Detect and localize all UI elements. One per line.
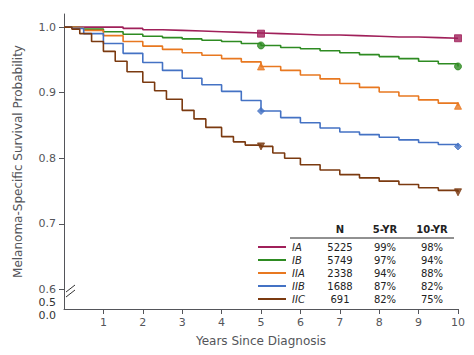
svg-text:0.9: 0.9 (39, 86, 57, 99)
svg-text:IIA: IIA (292, 268, 305, 279)
svg-text:0.7: 0.7 (39, 217, 57, 230)
svg-text:Years Since Diagnosis: Years Since Diagnosis (195, 334, 326, 348)
svg-text:0.5: 0.5 (39, 296, 57, 309)
svg-text:6: 6 (297, 316, 304, 329)
svg-text:8: 8 (376, 316, 383, 329)
svg-text:9: 9 (415, 316, 422, 329)
svg-text:75%: 75% (421, 294, 443, 305)
svg-text:5-YR: 5-YR (373, 224, 398, 235)
svg-text:10: 10 (451, 316, 465, 329)
svg-text:691: 691 (330, 294, 349, 305)
svg-text:99%: 99% (374, 242, 396, 253)
svg-text:97%: 97% (374, 255, 396, 266)
svg-text:0.8: 0.8 (39, 152, 57, 165)
svg-text:1.0: 1.0 (39, 21, 57, 34)
svg-text:88%: 88% (421, 268, 443, 279)
svg-text:2: 2 (139, 316, 146, 329)
svg-text:82%: 82% (421, 281, 443, 292)
svg-text:IIB: IIB (292, 281, 305, 292)
svg-text:2338: 2338 (327, 268, 352, 279)
svg-text:IIC: IIC (292, 294, 305, 305)
svg-text:5: 5 (258, 316, 265, 329)
svg-text:94%: 94% (421, 255, 443, 266)
svg-text:N: N (336, 224, 344, 235)
svg-text:94%: 94% (374, 268, 396, 279)
svg-text:98%: 98% (421, 242, 443, 253)
svg-text:87%: 87% (374, 281, 396, 292)
svg-text:5225: 5225 (327, 242, 352, 253)
svg-text:1688: 1688 (327, 281, 352, 292)
svg-text:Melanoma-Specific Survival Pro: Melanoma-Specific Survival Probability (11, 45, 25, 278)
svg-text:0.6: 0.6 (39, 283, 57, 296)
svg-text:IA: IA (292, 242, 302, 253)
svg-text:5749: 5749 (327, 255, 352, 266)
svg-text:3: 3 (179, 316, 186, 329)
svg-text:82%: 82% (374, 294, 396, 305)
svg-text:IB: IB (292, 255, 302, 266)
svg-text:1: 1 (100, 316, 107, 329)
svg-text:4: 4 (218, 316, 225, 329)
svg-text:0.0: 0.0 (39, 309, 57, 322)
svg-text:7: 7 (336, 316, 343, 329)
svg-text:10-YR: 10-YR (416, 224, 448, 235)
